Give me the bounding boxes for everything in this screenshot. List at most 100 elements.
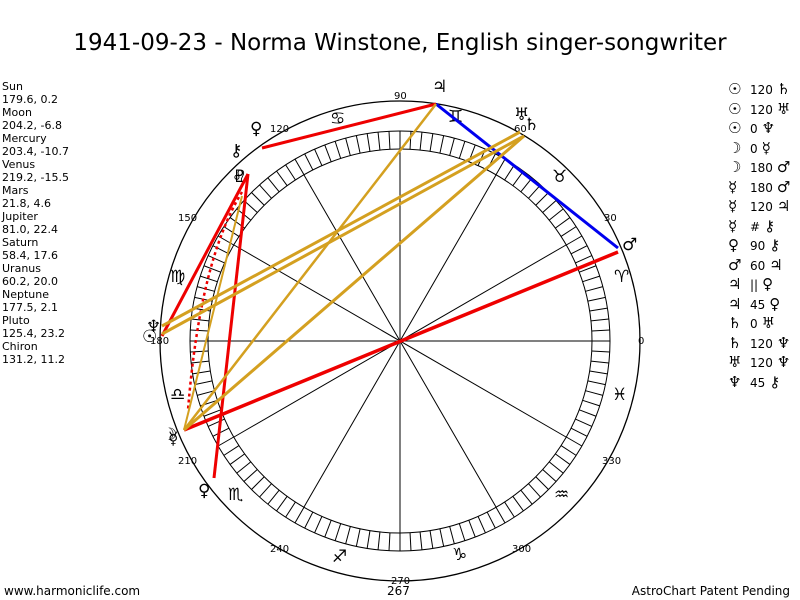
tick-mark xyxy=(512,496,524,512)
tick-mark xyxy=(314,516,323,534)
aspect-planet-icon: ♅ xyxy=(761,314,776,332)
tick-mark xyxy=(555,453,571,465)
aspect-row: ♄ 120 ♆ xyxy=(728,333,800,353)
aspect-planet-icon: ♂ xyxy=(776,177,791,196)
tick-mark xyxy=(429,530,434,549)
pisces-icon: ♓ xyxy=(612,385,627,405)
degree-label-210: 210 xyxy=(178,456,197,467)
aspect-angle: 120 xyxy=(750,200,773,214)
tick-mark xyxy=(590,360,609,364)
tick-mark xyxy=(590,318,609,322)
tick-mark xyxy=(570,245,588,255)
aspect-planet-icon: ⚷ xyxy=(769,236,781,254)
tick-mark xyxy=(566,235,583,246)
tick-mark xyxy=(528,483,541,498)
tick-mark xyxy=(314,148,323,166)
tick-mark xyxy=(194,380,213,386)
venus-icon: ♀ xyxy=(250,119,262,139)
tick-mark xyxy=(200,275,218,283)
chiron-icon: ⚷ xyxy=(230,141,242,161)
neptune-icon: ♆ xyxy=(146,317,161,337)
aspect-angle: 60 xyxy=(750,258,766,273)
aspect-planet-icon: ♆ xyxy=(728,372,742,391)
aspect-angle: 180 xyxy=(750,161,773,175)
aspect-line-trine xyxy=(183,103,437,431)
tick-mark xyxy=(486,511,496,529)
degree-label-180: 180 xyxy=(150,336,169,347)
aspect-row: ☿ # ⚷ xyxy=(728,216,800,236)
tick-mark xyxy=(520,489,533,505)
tick-mark xyxy=(192,370,211,375)
tick-mark xyxy=(439,135,445,154)
degree-label-90: 90 xyxy=(394,91,407,102)
tick-mark xyxy=(203,409,221,417)
aspect-row: ♂ 60 ♃ xyxy=(728,255,800,275)
footer-patent: AstroChart Patent Pending xyxy=(631,584,790,598)
tick-mark xyxy=(267,489,280,505)
aspect-row: ♆ 45 ⚷ xyxy=(728,372,800,392)
position-value: 204.2, -6.8 xyxy=(2,119,62,132)
aspect-planet-icon: ♄ xyxy=(776,80,791,98)
tick-mark xyxy=(419,132,423,151)
tick-mark xyxy=(409,532,412,551)
degree-label-60: 60 xyxy=(514,124,527,135)
tick-mark xyxy=(575,255,593,264)
tick-mark xyxy=(477,516,486,534)
degree-label-240: 240 xyxy=(270,544,289,555)
aspect-line-sextile xyxy=(435,102,619,250)
tick-mark xyxy=(203,265,221,273)
tick-mark xyxy=(585,390,603,396)
tick-mark xyxy=(566,436,583,447)
aspect-angle: 120 xyxy=(750,356,773,370)
position-value: 203.4, -10.7 xyxy=(2,145,69,158)
aspect-angle: 0 xyxy=(750,122,758,136)
tick-mark xyxy=(267,177,280,193)
tick-mark xyxy=(207,255,225,264)
tick-mark xyxy=(449,526,455,544)
position-name: Chiron xyxy=(2,340,38,353)
aspect-planet-icon: ☉ xyxy=(728,99,742,118)
capricorn-icon: ♑ xyxy=(452,545,467,565)
aspect-row: ☽ 0 ☿ xyxy=(728,138,800,158)
aspect-row: ♅ 120 ♆ xyxy=(728,352,800,372)
aspect-planet-icon: ♃ xyxy=(769,255,783,274)
aspect-planet-icon: ☿ xyxy=(728,197,738,215)
chart-title: 1941-09-23 - Norma Winstone, English sin… xyxy=(73,30,727,56)
aspect-line-dotted xyxy=(186,191,244,411)
position-name: Venus xyxy=(2,158,36,171)
tick-mark xyxy=(388,131,391,150)
tick-mark xyxy=(458,141,466,159)
aspect-line xyxy=(212,173,250,479)
degree-label-150: 150 xyxy=(178,213,197,224)
position-name: Moon xyxy=(2,106,32,119)
aspect-planet-icon: ♆ xyxy=(761,119,776,137)
tick-mark xyxy=(294,507,305,524)
degree-label-300: 300 xyxy=(512,544,531,555)
position-value: 58.4, 17.6 xyxy=(2,249,58,262)
tick-mark xyxy=(251,476,265,490)
tick-mark xyxy=(377,531,381,550)
taurus-icon: ♉ xyxy=(552,167,567,187)
tick-mark xyxy=(589,307,608,312)
planet-positions: Sun 179.6, 0.2 Moon 204.2, -6.8 Mercury … xyxy=(2,80,69,366)
position-name: Uranus xyxy=(2,262,41,275)
aspect-planet-icon: ♀ xyxy=(728,236,739,254)
degree-label-330: 330 xyxy=(602,456,621,467)
aspect-line xyxy=(183,195,243,431)
tick-mark xyxy=(548,208,564,221)
tick-mark xyxy=(334,141,342,159)
position-value: 179.6, 0.2 xyxy=(2,93,58,106)
venus-icon: ♀ xyxy=(198,481,210,501)
aspect-row: ♀ 90 ⚷ xyxy=(728,235,800,255)
position-name: Saturn xyxy=(2,236,39,249)
cancer-icon: ♋ xyxy=(330,109,345,129)
tick-mark xyxy=(345,526,351,544)
aspect-angle: # xyxy=(750,219,761,234)
tick-mark xyxy=(575,418,593,427)
mars-icon: ♂ xyxy=(622,235,637,255)
tick-mark xyxy=(285,164,296,181)
tick-mark xyxy=(591,329,610,332)
tick-mark xyxy=(191,318,210,322)
tick-mark xyxy=(585,286,603,292)
